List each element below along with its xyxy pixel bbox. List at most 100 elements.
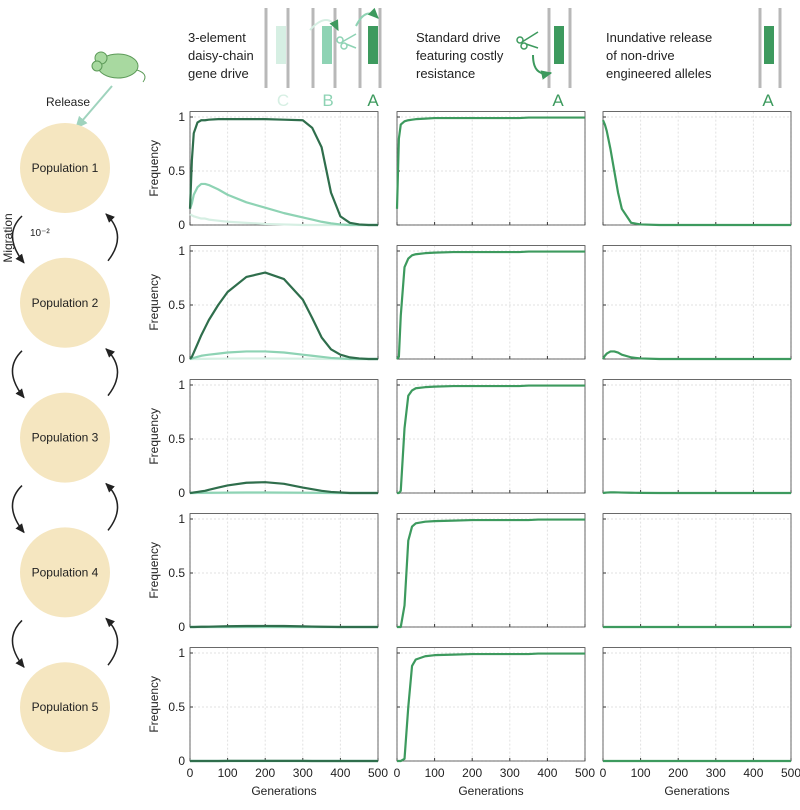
plot-frame — [397, 380, 585, 493]
population-label: Population 1 — [32, 161, 99, 175]
plot-frame — [190, 112, 378, 225]
migration-arrow — [12, 620, 24, 667]
column-header: resistance — [416, 66, 475, 81]
y-axis-label: Frequency — [147, 274, 161, 331]
x-tick-label: 200 — [462, 766, 482, 780]
plot-frame — [397, 514, 585, 627]
gene-label: A — [552, 91, 564, 110]
y-tick-label: 0.5 — [168, 298, 185, 312]
population-label: Population 2 — [32, 296, 99, 310]
y-tick-label: 1 — [178, 512, 185, 526]
migration-rate: 10⁻² — [30, 228, 50, 239]
panel — [397, 380, 585, 493]
gene-block — [322, 26, 332, 64]
gene-block — [764, 26, 774, 64]
populations: Population 1 Population 2 Population 3 Popu… — [12, 123, 117, 752]
panel: 0 0.5 1 Frequency — [147, 512, 378, 634]
x-tick-label: 500 — [575, 766, 595, 780]
migration-arrow — [106, 484, 118, 531]
series-line — [190, 119, 378, 225]
gene-label: A — [367, 91, 379, 110]
gene-block — [276, 26, 286, 64]
y-tick-label: 0 — [178, 218, 185, 232]
plot-frame — [603, 648, 791, 761]
migration-arrow — [12, 351, 24, 398]
x-tick-label: 0 — [600, 766, 607, 780]
x-tick-label: 100 — [425, 766, 445, 780]
population-label: Population 4 — [32, 565, 99, 579]
x-tick-label: 300 — [500, 766, 520, 780]
migration-arrow — [106, 214, 118, 261]
y-tick-label: 1 — [178, 646, 185, 660]
y-tick-label: 1 — [178, 244, 185, 258]
column-header: featuring costly — [416, 48, 504, 63]
plot-frame — [190, 514, 378, 627]
y-axis-label: Frequency — [147, 140, 161, 197]
x-tick-label: 400 — [743, 766, 763, 780]
x-tick-label: 0 — [394, 766, 401, 780]
plot-frame — [603, 380, 791, 493]
y-axis-label: Frequency — [147, 408, 161, 465]
series-line — [190, 626, 378, 627]
panel — [603, 514, 791, 627]
panel — [397, 112, 585, 225]
x-tick-label: 500 — [781, 766, 800, 780]
charts: 0 0.5 1 Frequency 0 0.5 1 Frequency 0 0.5 1 Frequen… — [147, 110, 800, 798]
column-header: Standard drive — [416, 30, 501, 45]
panel — [603, 112, 791, 225]
series-line — [190, 273, 378, 359]
series-line — [603, 351, 791, 359]
population-label: Population 3 — [32, 431, 99, 445]
x-tick-label: 400 — [537, 766, 557, 780]
y-tick-label: 0.5 — [168, 566, 185, 580]
column-header: Inundative release — [606, 30, 712, 45]
x-tick-label: 300 — [706, 766, 726, 780]
series-line — [190, 184, 378, 225]
y-tick-label: 0 — [178, 620, 185, 634]
migration-arrow — [106, 618, 118, 665]
column-header: 3-element — [188, 30, 246, 45]
y-tick-label: 0.5 — [168, 164, 185, 178]
x-tick-label: 400 — [330, 766, 350, 780]
panel — [397, 246, 585, 359]
column-header: engineered alleles — [606, 66, 712, 81]
plot-frame — [190, 246, 378, 359]
x-axis-label: Generations — [664, 784, 729, 798]
plot-frame — [190, 648, 378, 761]
plot-frame — [603, 112, 791, 225]
series-line — [603, 120, 791, 225]
series-line — [397, 118, 585, 209]
y-axis-label: Frequency — [147, 542, 161, 599]
gene-label: C — [277, 91, 289, 110]
y-tick-label: 0.5 — [168, 432, 185, 446]
plot-frame — [603, 514, 791, 627]
panel — [397, 514, 585, 627]
y-axis-label: Frequency — [147, 676, 161, 733]
plot-frame — [190, 380, 378, 493]
panel — [603, 380, 791, 493]
column-header: daisy-chain — [188, 48, 254, 63]
plot-frame — [397, 112, 585, 225]
y-tick-label: 0.5 — [168, 700, 185, 714]
x-tick-label: 100 — [218, 766, 238, 780]
x-tick-label: 100 — [631, 766, 651, 780]
series-line — [603, 492, 791, 493]
plot-frame — [397, 648, 585, 761]
series-line — [190, 482, 378, 493]
panel: 0 100 200 300 400 500 Generations — [394, 648, 596, 798]
column-header: gene drive — [188, 66, 249, 81]
gene-block — [554, 26, 564, 64]
x-axis-label: Generations — [251, 784, 316, 798]
y-tick-label: 0 — [178, 486, 185, 500]
x-axis-label: Generations — [458, 784, 523, 798]
migration-arrow — [12, 486, 24, 533]
x-tick-label: 300 — [293, 766, 313, 780]
